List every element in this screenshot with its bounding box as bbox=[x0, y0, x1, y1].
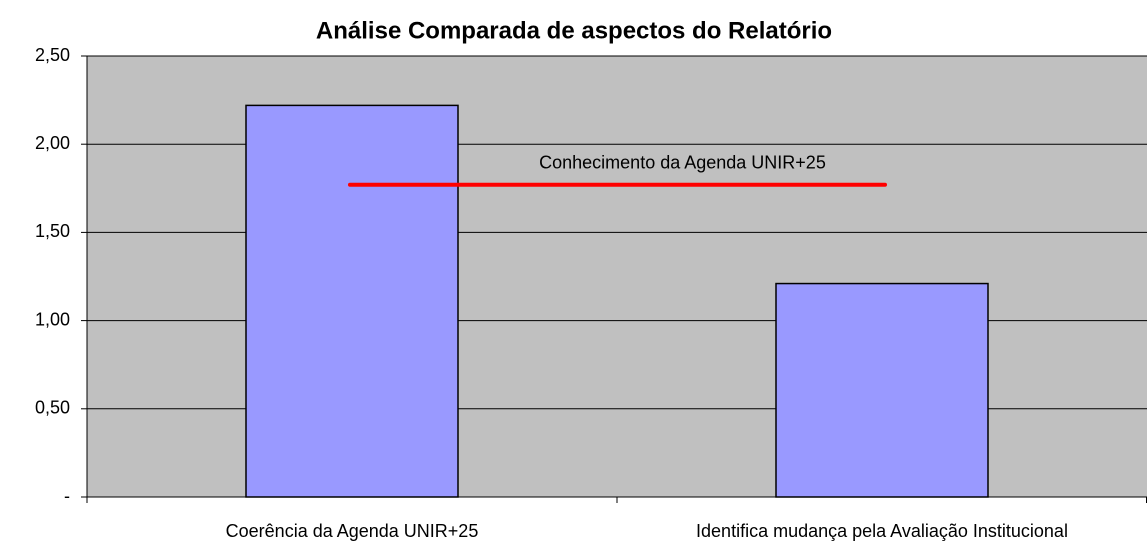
y-tick-label: - bbox=[64, 486, 70, 506]
y-tick-label: 2,50 bbox=[35, 45, 70, 65]
x-tick-label: Coerência da Agenda UNIR+25 bbox=[226, 521, 479, 541]
chart-title: Análise Comparada de aspectos do Relatór… bbox=[316, 17, 832, 44]
bar bbox=[245, 104, 459, 498]
x-tick-label: Identifica mudança pela Avaliação Instit… bbox=[696, 521, 1068, 541]
y-tick-label: 1,00 bbox=[35, 309, 70, 329]
reference-label: Conhecimento da Agenda UNIR+25 bbox=[539, 153, 826, 173]
y-tick-label: 0,50 bbox=[35, 398, 70, 418]
bar bbox=[775, 282, 989, 498]
y-tick-label: 1,50 bbox=[35, 221, 70, 241]
y-tick-label: 2,00 bbox=[35, 133, 70, 153]
